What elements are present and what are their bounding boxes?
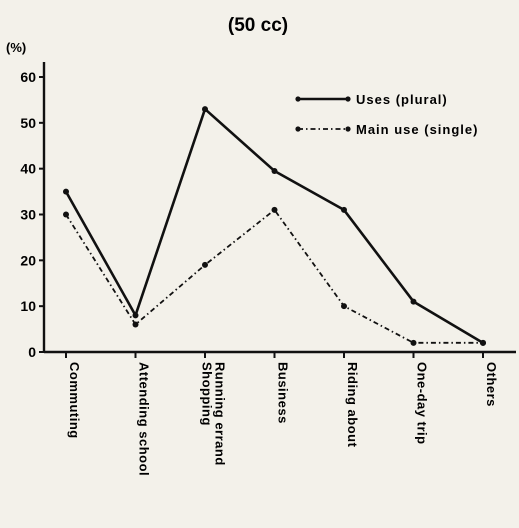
axes — [42, 62, 516, 354]
data-point — [63, 211, 69, 218]
data-point — [271, 206, 278, 213]
data-point — [341, 206, 347, 213]
legend-marker — [295, 96, 301, 102]
data-point — [480, 339, 486, 346]
x-tick-label: Business — [276, 362, 291, 424]
series-line-2 — [65, 209, 483, 344]
legend-marker — [345, 96, 351, 102]
chart-title: (50 cc) — [228, 15, 288, 36]
x-tick-label: Riding about — [345, 362, 360, 448]
x-tick-label: Running errand — [213, 362, 228, 466]
y-axis-ticks: 0 10 20 30 40 50 60 — [20, 69, 44, 360]
x-tick-label: One-day trip — [415, 362, 430, 445]
x-tick-label: Commuting — [67, 362, 82, 439]
y-axis-unit-label: (%) — [6, 40, 26, 55]
data-series — [63, 106, 486, 346]
legend: Uses (plural) Main use (single) — [295, 92, 478, 137]
x-axis-ticks: Commuting Attending school ShoppingRunning… — [65, 352, 499, 476]
data-point — [132, 321, 139, 328]
data-point — [202, 261, 208, 268]
data-point — [63, 188, 69, 195]
legend-label-2: Main use (single) — [356, 122, 478, 137]
y-tick-label: 20 — [20, 252, 36, 268]
data-point — [410, 298, 417, 305]
y-tick-label: 30 — [20, 207, 36, 223]
series-line-1 — [64, 107, 484, 344]
legend-marker — [345, 126, 351, 132]
data-point — [202, 106, 208, 113]
data-point — [132, 312, 139, 319]
y-tick-label: 40 — [20, 161, 36, 177]
x-tick-label: Attending school — [137, 362, 152, 476]
legend-marker — [295, 126, 301, 132]
data-point — [341, 303, 347, 310]
y-tick-label: 10 — [20, 298, 36, 314]
x-tick-label: Shopping — [200, 362, 215, 426]
data-point — [410, 339, 417, 346]
legend-label-1: Uses (plural) — [356, 92, 448, 107]
y-tick-label: 60 — [20, 69, 36, 85]
data-point — [271, 167, 278, 174]
x-tick-label: Others — [484, 362, 499, 407]
y-tick-label: 50 — [20, 115, 36, 131]
y-tick-label: 0 — [28, 344, 36, 360]
